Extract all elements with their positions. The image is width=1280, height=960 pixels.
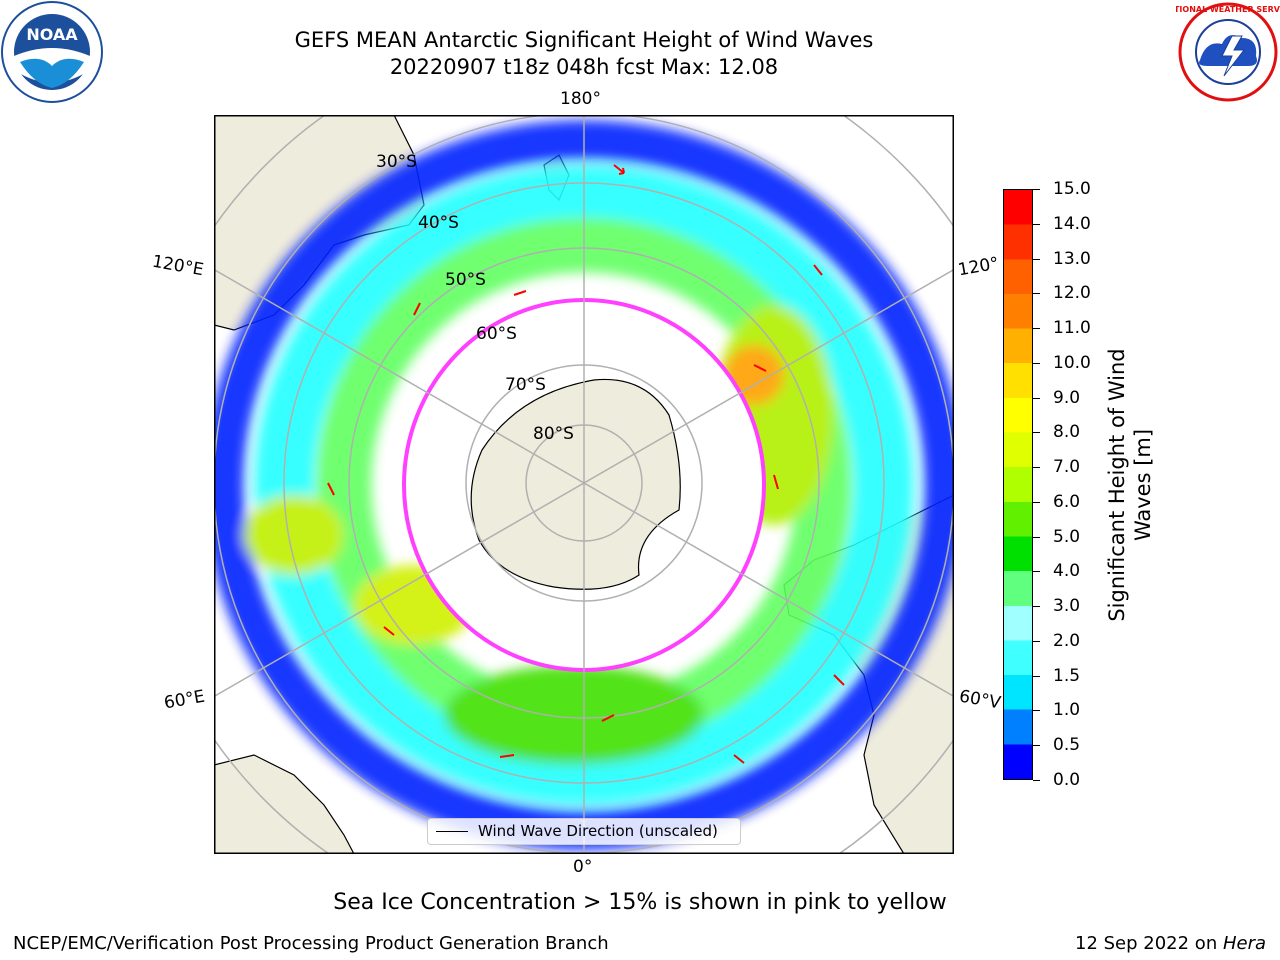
antarctica-land-core [470, 378, 681, 590]
colorbar-tick-label: 0.5 [1053, 735, 1081, 755]
colorbar-tick [1033, 641, 1040, 642]
lon-label-180: 180° [560, 89, 601, 109]
colorbar-tick-label: 2.0 [1053, 631, 1081, 651]
africa-land [214, 754, 355, 854]
wave-arrow [613, 164, 625, 175]
wave-arrow [327, 482, 335, 496]
wave-arrow [413, 302, 421, 316]
wave-arrow [601, 714, 615, 722]
legend-text: Wind Wave Direction (unscaled) [478, 822, 718, 840]
wind-wave-arrows [327, 164, 845, 764]
colorbar-tick-label: 9.0 [1053, 388, 1081, 408]
colorbar-tick-label: 8.0 [1053, 422, 1081, 442]
lat-label-70s: 70°S [505, 375, 546, 395]
lat-label-60s: 60°S [476, 324, 517, 344]
lon-label-0: 0° [573, 857, 593, 877]
colorbar-tick [1033, 224, 1040, 225]
wave-arrow [833, 674, 845, 686]
lat-label-40s: 40°S [418, 213, 459, 233]
colorbar-tick-label: 1.0 [1053, 700, 1081, 720]
lon-label-60e: 60°E [162, 686, 207, 714]
colorbar-tick [1033, 571, 1040, 572]
colorbar-tick [1033, 745, 1040, 746]
colorbar-tick-label: 12.0 [1053, 283, 1091, 303]
colorbar-tick [1033, 398, 1040, 399]
colorbar-tick [1033, 676, 1040, 677]
svg-text:NOAA: NOAA [26, 25, 78, 44]
colorbar-tick-label: 15.0 [1053, 179, 1091, 199]
colorbar-tick-label: 10.0 [1053, 353, 1091, 373]
colorbar-label: Significant Height of Wind Waves [m] [1104, 348, 1156, 621]
colorbar-tick [1033, 189, 1040, 190]
sea-ice-note: Sea Ice Concentration > 15% is shown in … [333, 890, 947, 915]
colorbar-tick [1033, 259, 1040, 260]
footer-date-text: 12 Sep 2022 on [1075, 933, 1223, 954]
colorbar-tick [1033, 710, 1040, 711]
wave-arrow [753, 364, 767, 372]
wave-arrow [513, 290, 527, 296]
colorbar-tick-label: 1.5 [1053, 666, 1081, 686]
wave-arrow [383, 626, 395, 636]
colorbar-tick-label: 3.0 [1053, 596, 1081, 616]
footer-date: 12 Sep 2022 on Hera [1075, 933, 1266, 954]
footer-credit: NCEP/EMC/Verification Post Processing Pr… [13, 933, 609, 954]
polar-map [214, 115, 954, 854]
lat-label-30s: 30°S [376, 152, 417, 172]
colorbar-label-line1: Significant Height of Wind [1105, 348, 1129, 622]
colorbar-tick [1033, 328, 1040, 329]
lat-label-80s: 80°S [533, 424, 574, 444]
colorbar-tick [1033, 502, 1040, 503]
noaa-logo: NOAA [1, 1, 103, 103]
colorbar-tick [1033, 537, 1040, 538]
footer-host: Hera [1222, 933, 1266, 954]
colorbar-tick-label: 7.0 [1053, 457, 1081, 477]
wave-arrow [773, 474, 779, 490]
colorbar-tick [1033, 780, 1040, 781]
lon-label-120e: 120°E [150, 251, 206, 281]
legend-line-swatch [436, 831, 468, 832]
svg-text:NATIONAL WEATHER SERVICE: NATIONAL WEATHER SERVICE [1176, 5, 1280, 14]
colorbar-tick-label: 13.0 [1053, 249, 1091, 269]
title-line-1: GEFS MEAN Antarctic Significant Height o… [294, 28, 874, 52]
colorbar-tick-label: 6.0 [1053, 492, 1081, 512]
colorbar-tick [1033, 363, 1040, 364]
colorbar-tick-label: 0.0 [1053, 770, 1081, 790]
wave-arrow [733, 754, 745, 764]
lon-label-120w: 120° [956, 253, 1001, 281]
colorbar-tick [1033, 293, 1040, 294]
lon-label-60w: 60°V [957, 686, 1003, 714]
map-legend: Wind Wave Direction (unscaled) [427, 818, 741, 845]
colorbar-tick [1033, 432, 1040, 433]
colorbar-tick [1033, 467, 1040, 468]
title-line-2: 20220907 t18z 048h fcst Max: 12.08 [389, 55, 779, 79]
nws-logo: NATIONAL WEATHER SERVICE [1176, 2, 1280, 102]
colorbar-label-line2: Waves [m] [1131, 428, 1155, 542]
colorbar-tick-label: 4.0 [1053, 561, 1081, 581]
colorbar-tick-label: 5.0 [1053, 527, 1081, 547]
colorbar-tick-label: 14.0 [1053, 214, 1091, 234]
wave-arrow [499, 754, 515, 758]
wave-arrow [813, 264, 823, 276]
colorbar [1003, 189, 1033, 780]
colorbar-tick-label: 11.0 [1053, 318, 1091, 338]
colorbar-tick [1033, 606, 1040, 607]
lat-label-50s: 50°S [445, 270, 486, 290]
